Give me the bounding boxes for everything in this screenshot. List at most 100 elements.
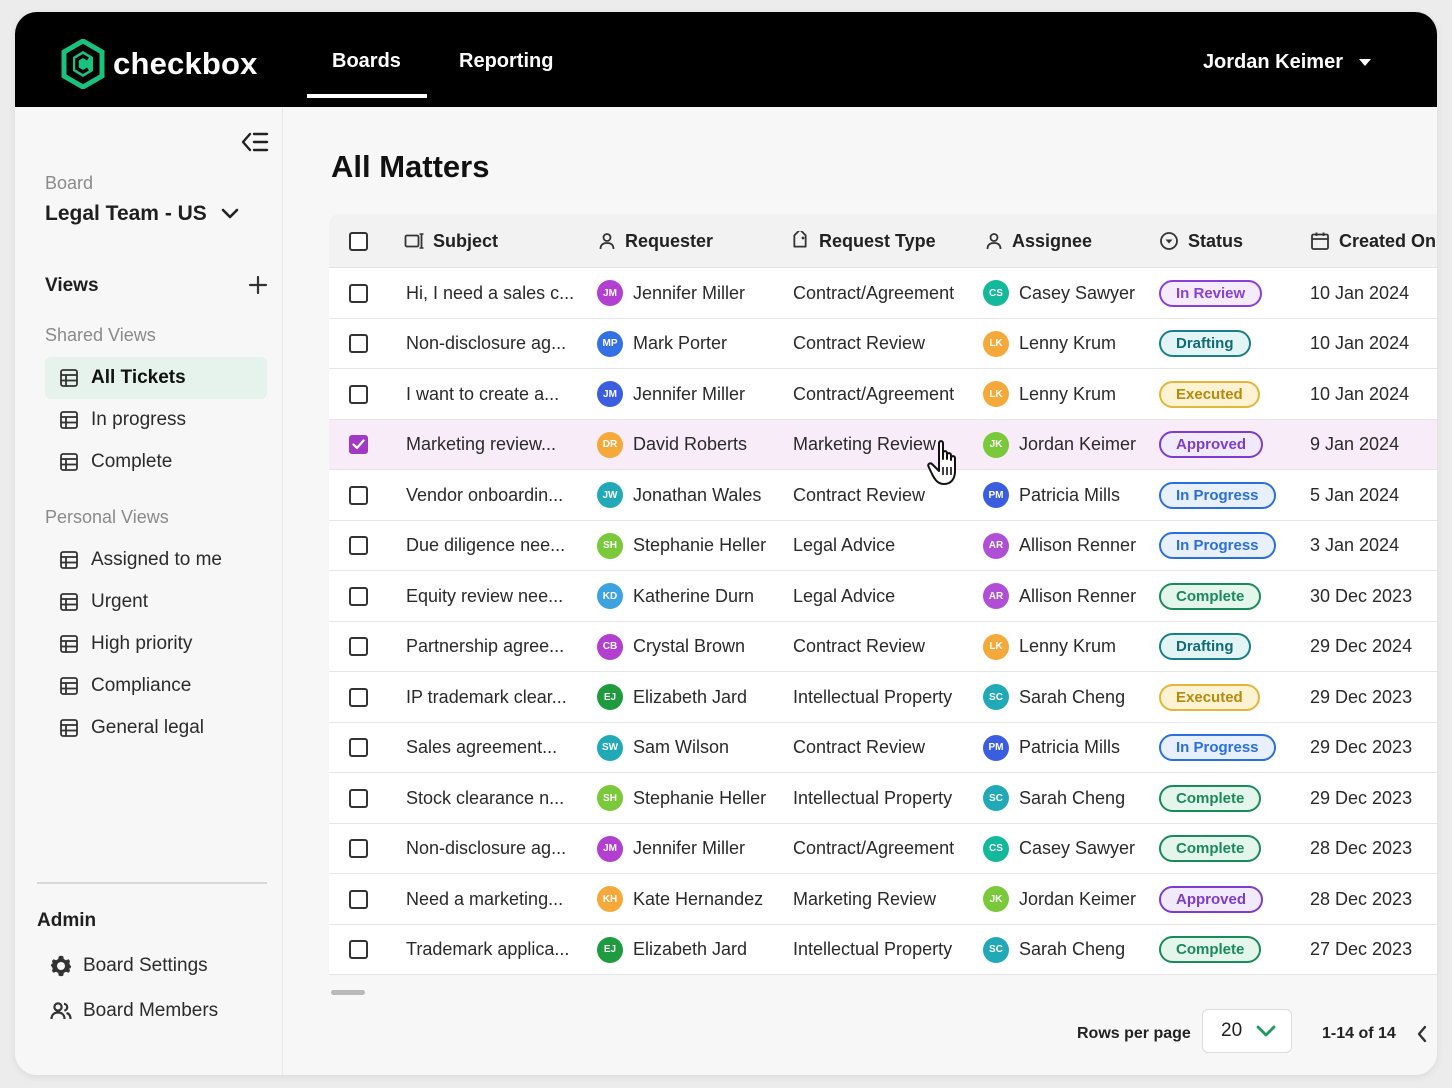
assignee-cell[interactable]: LK Lenny Krum [983, 369, 1116, 419]
subject-cell[interactable]: Non-disclosure ag... [406, 319, 566, 369]
row-checkbox-cell[interactable] [349, 723, 368, 773]
row-checkbox[interactable] [349, 384, 368, 404]
row-checkbox-cell[interactable] [349, 369, 368, 419]
sidebar-item-compliance[interactable]: Compliance [45, 665, 267, 707]
row-checkbox-cell[interactable] [349, 268, 368, 318]
row-checkbox[interactable] [349, 435, 368, 454]
assignee-cell[interactable]: SC Sarah Cheng [983, 773, 1125, 823]
table-row[interactable]: Hi, I need a sales c... JM Jennifer Miller… [329, 268, 1437, 319]
sidebar-item-general-legal[interactable]: General legal [45, 707, 267, 749]
status-cell[interactable]: Complete [1159, 773, 1262, 823]
subject-cell[interactable]: Need a marketing... [406, 874, 563, 924]
status-cell[interactable]: Approved [1159, 874, 1264, 924]
assignee-cell[interactable]: SC Sarah Cheng [983, 672, 1125, 722]
subject-cell[interactable]: IP trademark clear... [406, 672, 567, 722]
assignee-cell[interactable]: PM Patricia Mills [983, 723, 1120, 773]
status-cell[interactable]: In Review [1159, 268, 1263, 318]
status-cell[interactable]: Complete [1159, 925, 1262, 975]
sidebar-item-complete[interactable]: Complete [45, 441, 267, 483]
tab-boards[interactable]: Boards [332, 50, 401, 72]
row-checkbox[interactable] [349, 586, 368, 606]
status-cell[interactable]: Approved [1159, 420, 1264, 470]
subject-cell[interactable]: Stock clearance n... [406, 773, 564, 823]
sidebar-item-assigned-to-me[interactable]: Assigned to me [45, 539, 267, 581]
rows-per-page-select[interactable]: 20 [1202, 1009, 1292, 1053]
column-header-status[interactable]: Status [1159, 214, 1243, 268]
sidebar-item-in-progress[interactable]: In progress [45, 399, 267, 441]
add-view-button[interactable] [248, 275, 268, 300]
row-checkbox-cell[interactable] [349, 672, 368, 722]
status-cell[interactable]: Complete [1159, 824, 1262, 874]
assignee-cell[interactable]: AR Allison Renner [983, 571, 1136, 621]
table-row[interactable]: Non-disclosure ag... JM Jennifer Miller Con… [329, 823, 1437, 874]
logo[interactable]: checkbox [61, 39, 258, 89]
assignee-cell[interactable]: PM Patricia Mills [983, 470, 1120, 520]
select-all-checkbox-cell[interactable] [349, 214, 368, 268]
table-row[interactable]: Vendor onboardin... JW Jonathan Wales Contr… [329, 470, 1437, 521]
status-cell[interactable]: In Progress [1159, 723, 1276, 773]
column-header-request-type[interactable]: Request Type [790, 214, 936, 268]
status-cell[interactable]: Executed [1159, 672, 1260, 722]
status-cell[interactable]: Drafting [1159, 622, 1251, 672]
subject-cell[interactable]: Hi, I need a sales c... [406, 268, 574, 318]
board-selector[interactable]: Legal Team - US [45, 202, 239, 226]
row-checkbox[interactable] [349, 283, 368, 303]
sidebar-item-all-tickets[interactable]: All Tickets [45, 357, 267, 399]
previous-page-button[interactable] [1416, 1025, 1428, 1048]
row-checkbox-cell[interactable] [349, 622, 368, 672]
assignee-cell[interactable]: LK Lenny Krum [983, 319, 1116, 369]
user-menu[interactable]: Jordan Keimer [1203, 51, 1371, 74]
table-row[interactable]: Stock clearance n... SH Stephanie Heller In… [329, 773, 1437, 824]
row-checkbox-cell[interactable] [349, 925, 368, 975]
row-checkbox[interactable] [349, 738, 368, 757]
collapse-sidebar-button[interactable] [241, 131, 269, 158]
table-row[interactable]: I want to create a... JM Jennifer Miller Co… [329, 369, 1437, 420]
board-members-link[interactable]: Board Members [49, 999, 218, 1023]
row-checkbox-cell[interactable] [349, 773, 368, 823]
table-row[interactable]: Trademark applica... EJ Elizabeth Jard Inte… [329, 924, 1437, 975]
subject-cell[interactable]: Trademark applica... [406, 925, 569, 975]
row-checkbox-cell[interactable] [349, 874, 368, 924]
horizontal-scrollbar[interactable] [331, 990, 365, 995]
table-row[interactable]: Equity review nee... KD Katherine Durn Lega… [329, 571, 1437, 622]
board-settings-link[interactable]: Board Settings [49, 954, 208, 978]
assignee-cell[interactable]: JK Jordan Keimer [983, 874, 1136, 924]
column-header-requester[interactable]: Requester [598, 214, 713, 268]
assignee-cell[interactable]: LK Lenny Krum [983, 622, 1116, 672]
subject-cell[interactable]: Marketing review... [406, 420, 556, 470]
status-cell[interactable]: Complete [1159, 571, 1262, 621]
row-checkbox[interactable] [349, 839, 368, 858]
table-row[interactable]: Partnership agree... CB Crystal Brown Contr… [329, 621, 1437, 672]
row-checkbox[interactable] [349, 687, 368, 707]
subject-cell[interactable]: Non-disclosure ag... [406, 824, 566, 874]
row-checkbox-cell[interactable] [349, 470, 368, 520]
row-checkbox-cell[interactable] [349, 824, 368, 874]
subject-cell[interactable]: Vendor onboardin... [406, 470, 563, 520]
row-checkbox[interactable] [349, 889, 368, 909]
subject-cell[interactable]: Equity review nee... [406, 571, 563, 621]
assignee-cell[interactable]: CS Casey Sawyer [983, 824, 1135, 874]
row-checkbox-cell[interactable] [349, 319, 368, 369]
row-checkbox[interactable] [349, 334, 368, 353]
subject-cell[interactable]: Partnership agree... [406, 622, 564, 672]
row-checkbox[interactable] [349, 940, 368, 959]
row-checkbox-cell[interactable] [349, 521, 368, 571]
column-header-assignee[interactable]: Assignee [985, 214, 1092, 268]
status-cell[interactable]: In Progress [1159, 470, 1276, 520]
row-checkbox-cell[interactable] [349, 420, 368, 470]
table-row[interactable]: Need a marketing... KH Kate Hernandez Marke… [329, 874, 1437, 925]
column-header-created-on[interactable]: Created On [1310, 214, 1436, 268]
tab-reporting[interactable]: Reporting [459, 50, 554, 72]
column-header-subject[interactable]: Subject [404, 214, 498, 268]
assignee-cell[interactable]: CS Casey Sawyer [983, 268, 1135, 318]
assignee-cell[interactable]: SC Sarah Cheng [983, 925, 1125, 975]
subject-cell[interactable]: Sales agreement... [406, 723, 557, 773]
table-row[interactable]: Due diligence nee... SH Stephanie Heller Le… [329, 520, 1437, 571]
assignee-cell[interactable]: JK Jordan Keimer [983, 420, 1136, 470]
subject-cell[interactable]: Due diligence nee... [406, 521, 565, 571]
table-row[interactable]: Sales agreement... SW Sam Wilson Contract R… [329, 722, 1437, 773]
table-row[interactable]: Marketing review... DR David Roberts Market… [329, 419, 1437, 470]
status-cell[interactable]: In Progress [1159, 521, 1276, 571]
row-checkbox[interactable] [349, 485, 368, 505]
row-checkbox-cell[interactable] [349, 571, 368, 621]
